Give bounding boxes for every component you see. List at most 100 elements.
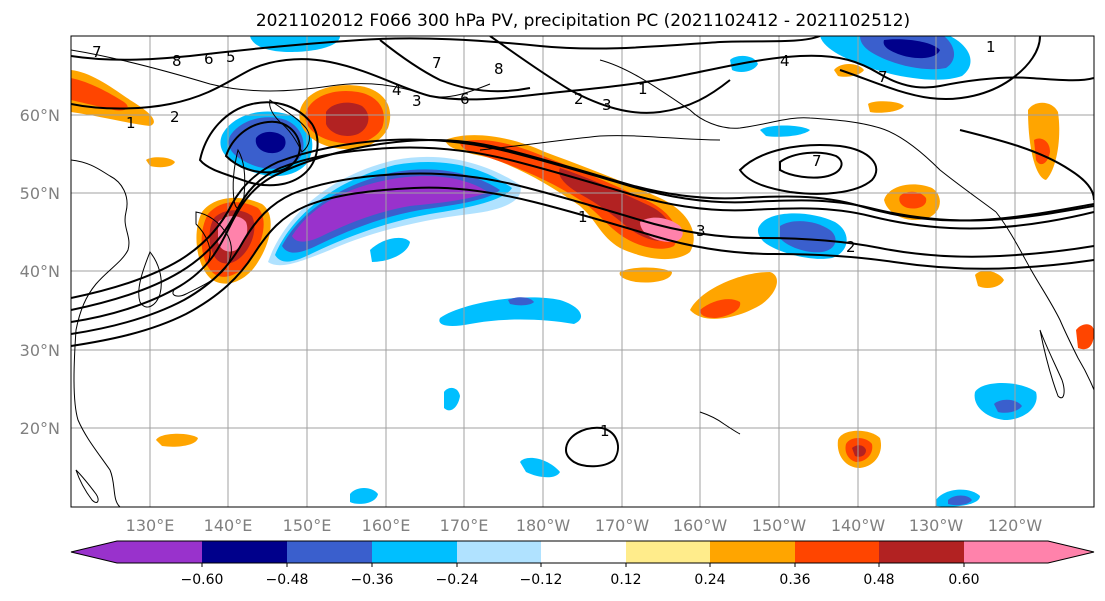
colorbar: −0.60 −0.48 −0.36 −0.24 −0.12 0.12 0.24 … (70, 540, 1095, 588)
contour-label: 1 (986, 38, 996, 56)
neg-mid-pac (760, 125, 810, 137)
colorbar-extend-high (1048, 541, 1094, 563)
coast-hawaii (699, 411, 741, 435)
contour-label: 8 (172, 52, 182, 70)
lon-label-140w: 140°W (831, 516, 886, 535)
lon-label-150e: 150°E (283, 516, 332, 535)
contour-label: 4 (780, 52, 790, 70)
contour-6 (71, 172, 1094, 335)
lon-label-130e: 130°E (126, 516, 175, 535)
colorbar-tick-label: 0.24 (694, 572, 725, 588)
contour-label: 7 (878, 68, 888, 86)
lon-label-180: 180°W (516, 516, 571, 535)
colorbar-tick-label: −0.60 (181, 572, 224, 588)
colorbar-tick-label: 0.60 (948, 572, 979, 588)
contour-1 (71, 36, 821, 61)
neg-subtrop-2 (370, 237, 410, 262)
contour-16 (959, 129, 1094, 201)
coast-asia (71, 159, 130, 507)
pos-gulf-mid (899, 191, 927, 209)
contour-label: 7 (92, 43, 102, 61)
pos-na-coast (975, 270, 1004, 288)
colorbar-segment (541, 541, 626, 563)
coast-philippines (75, 469, 99, 503)
contour-label: 2 (574, 90, 584, 108)
neg-gulf-mid (780, 221, 836, 253)
lat-label-40n: 40°N (20, 262, 60, 281)
lat-label-30n: 30°N (20, 341, 60, 360)
lon-label-140e: 140°E (204, 516, 253, 535)
colorbar-extend-low (71, 541, 117, 563)
contour-label: 2 (846, 238, 856, 256)
map-frame (70, 35, 1095, 508)
contour-5 (71, 138, 1094, 299)
lon-label-150w: 150°W (752, 516, 807, 535)
contour-label: 4 (392, 81, 402, 99)
contour-11 (779, 151, 843, 179)
colorbar-tick-labels: −0.60 −0.48 −0.36 −0.24 −0.12 0.12 0.24 … (181, 572, 980, 588)
map-panel: 7 8 6 5 2 1 4 3 6 8 7 1 2 7 1 2 3 1 3 4 … (71, 36, 1094, 507)
colorbar-segment (626, 541, 710, 563)
contour-label: 8 (494, 60, 504, 78)
pos-west-small (156, 433, 198, 447)
contour-labels: 7 8 6 5 2 1 4 3 6 8 7 1 2 7 1 2 3 1 3 4 … (92, 38, 996, 440)
pos-west-small-2 (146, 157, 175, 168)
contour-label: 1 (638, 80, 648, 98)
contour-label: 7 (432, 54, 442, 72)
neg-ne-top-dark (883, 39, 940, 59)
contour-10 (738, 144, 878, 195)
lat-label-60n: 60°N (20, 106, 60, 125)
coast-aleutians (479, 135, 721, 151)
colorbar-segment (710, 541, 795, 563)
colorbar-tick-label: 0.48 (863, 572, 894, 588)
lon-label-170w: 170°W (595, 516, 650, 535)
pos-hawaii-dark (852, 445, 866, 457)
colorbar-tick-label: −0.12 (520, 572, 563, 588)
contour-2 (71, 54, 1094, 110)
precip-shading (71, 36, 1094, 507)
colorbar-segment (117, 541, 202, 563)
contour-label: 1 (578, 208, 588, 226)
contour-label: 5 (226, 48, 236, 66)
contour-14 (489, 36, 731, 114)
colorbar-outline (70, 540, 1095, 564)
colorbar-tick-label: 0.36 (779, 572, 810, 588)
pos-bering (834, 64, 864, 77)
contour-12 (564, 426, 619, 468)
colorbar-segment (879, 541, 964, 563)
lon-label-170e: 170°E (440, 516, 489, 535)
colorbar-tick-label: −0.36 (351, 572, 394, 588)
longitude-labels: 130°E 140°E 150°E 160°E 170°E 180°W 170°… (126, 516, 1043, 535)
contour-label: 3 (602, 96, 612, 114)
colorbar-segment (372, 541, 457, 563)
contour-3 (71, 138, 1094, 323)
pos-japan-pink (218, 216, 248, 252)
contour-9 (224, 120, 302, 174)
pv-contours (71, 36, 1094, 468)
colorbar-ticks (201, 563, 965, 567)
pos-nw-edge-mid (71, 78, 128, 111)
contour-label: 6 (460, 90, 470, 108)
colorbar-segment (795, 541, 879, 563)
neg-band-purple (292, 175, 488, 242)
lon-label-120w: 120°W (988, 516, 1043, 535)
colorbar-tick-label: −0.48 (266, 572, 309, 588)
contour-7 (71, 186, 1094, 347)
contour-4 (71, 146, 1094, 311)
lon-label-160e: 160°E (362, 516, 411, 535)
neg-south-1-mid (948, 495, 972, 506)
coast-kamchatka (269, 99, 310, 153)
neg-subtrop-1-mid (508, 297, 534, 306)
coast-baja (1039, 329, 1065, 399)
contour-label: 1 (600, 422, 610, 440)
contour-label: 3 (412, 92, 422, 110)
neg-mid-small (444, 387, 460, 411)
neg-okhotsk-dark (255, 131, 286, 154)
map-title: 2021102012 F066 300 hPa PV, precipitatio… (256, 11, 910, 31)
colorbar-segment (202, 541, 287, 563)
latitude-labels: 60°N 50°N 40°N 30°N 20°N (20, 106, 60, 438)
colorbar-segment (964, 541, 1048, 563)
contour-label: 1 (126, 114, 136, 132)
neg-south-3 (350, 488, 378, 504)
